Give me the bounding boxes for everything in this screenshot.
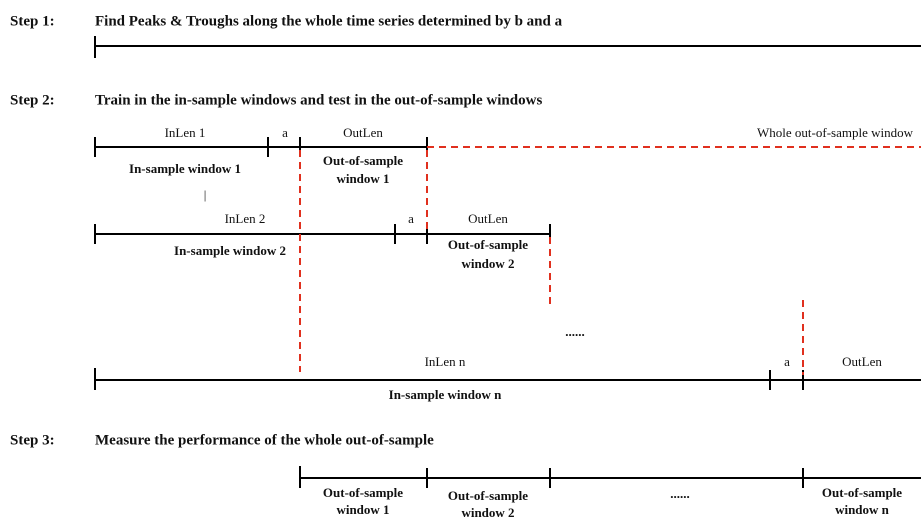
out-sample: Out-of-sample bbox=[822, 485, 902, 500]
out-sample: Out-of-sample bbox=[448, 488, 528, 503]
in-sample: In-sample window 1 bbox=[129, 161, 241, 176]
ellipsis: ...... bbox=[670, 486, 690, 501]
out-sample: window 1 bbox=[336, 502, 389, 517]
separator: | bbox=[204, 187, 207, 202]
window-labels: InLen 1 a OutLen In-sample window 1 Out-… bbox=[129, 125, 914, 520]
out-sample: window 1 bbox=[336, 171, 389, 186]
out-len: OutLen bbox=[842, 354, 882, 369]
whole-out-of-sample: Whole out-of-sample window bbox=[757, 125, 914, 140]
in-len: InLen 1 bbox=[165, 125, 206, 140]
step-label: Step 1: bbox=[10, 13, 55, 29]
gap: a bbox=[282, 125, 288, 140]
step-labels: Step 1: Find Peaks & Troughs along the w… bbox=[10, 13, 563, 448]
in-sample: In-sample window 2 bbox=[174, 243, 286, 258]
out-sample: window 2 bbox=[461, 256, 514, 271]
in-len: InLen 2 bbox=[225, 211, 266, 226]
timelines bbox=[94, 36, 921, 488]
step-label: Step 3: bbox=[10, 432, 55, 448]
step-label: Step 2: bbox=[10, 92, 55, 108]
step-text: Find Peaks & Troughs along the whole tim… bbox=[95, 13, 563, 29]
out-sample: Out-of-sample bbox=[323, 153, 403, 168]
ellipsis: ...... bbox=[565, 324, 585, 339]
step-text: Measure the performance of the whole out… bbox=[95, 432, 434, 448]
step-text: Train in the in-sample windows and test … bbox=[95, 92, 542, 108]
out-sample: Out-of-sample bbox=[448, 237, 528, 252]
dashed-guides bbox=[299, 146, 921, 375]
in-sample: In-sample window n bbox=[389, 387, 502, 402]
out-sample: window 2 bbox=[461, 505, 514, 520]
out-len: OutLen bbox=[343, 125, 383, 140]
out-sample: Out-of-sample bbox=[323, 485, 403, 500]
gap: a bbox=[408, 211, 414, 226]
gap: a bbox=[784, 354, 790, 369]
out-len: OutLen bbox=[468, 211, 508, 226]
in-len: InLen n bbox=[425, 354, 466, 369]
out-sample: window n bbox=[835, 502, 890, 517]
